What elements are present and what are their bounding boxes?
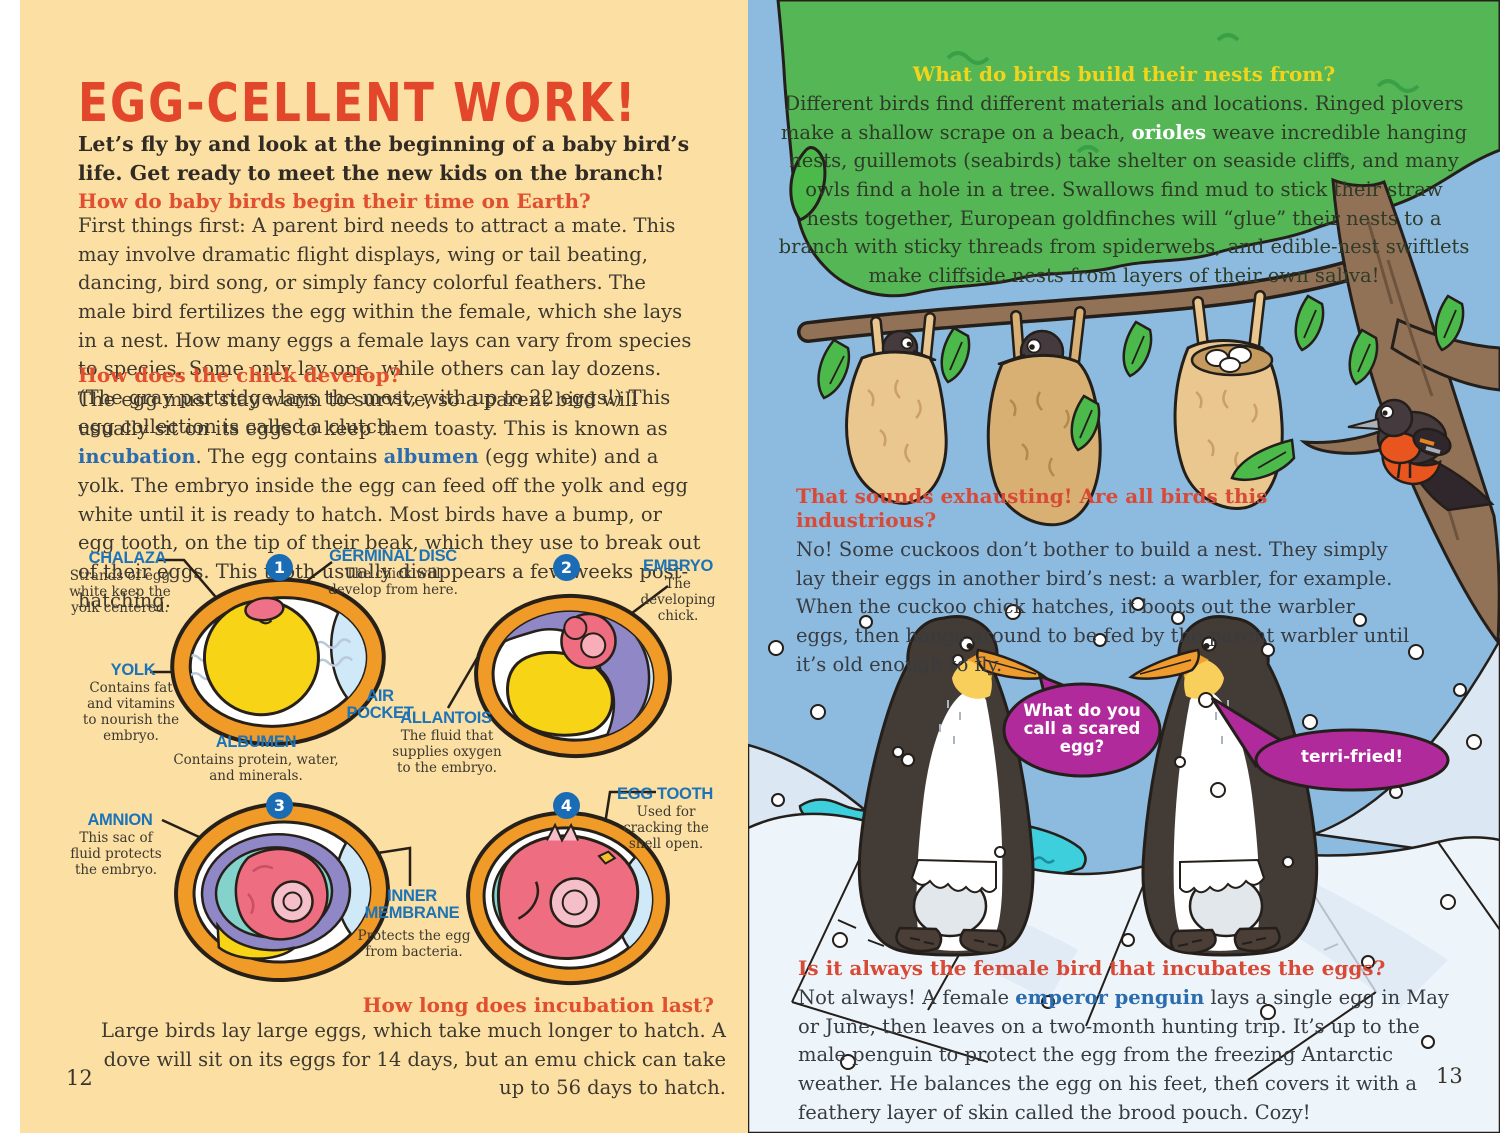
tree-canopy — [776, 0, 1500, 298]
left-page: EGG-CELLENT WORK! Let’s fly by and look … — [20, 0, 748, 1133]
answer-penguin-part2: lays a single egg in May or June, then l… — [798, 986, 1449, 1124]
label-egg-tooth: EGG TOOTH — [616, 785, 713, 803]
question-penguin: Is it always the female bird that incuba… — [798, 956, 1386, 980]
keyword-incubation: incubation — [78, 445, 196, 469]
question-incubation-last: How long does incubation last? — [362, 993, 714, 1017]
snowflakes — [768, 597, 1482, 1070]
answer-penguin-part1: Not always! A female — [798, 986, 1016, 1009]
desc-chalaza: Strands of egg white keep the yolk cente… — [69, 568, 171, 616]
answer-develop-part2: . The egg contains — [195, 445, 384, 469]
label-amnion: AMNION — [87, 811, 153, 829]
speech-bubble-right-text: terri-fried! — [1300, 747, 1404, 767]
chick-wing-feathers — [546, 822, 579, 843]
answer-incubation-last: Large birds lay large eggs, which take m… — [101, 1019, 726, 1100]
egg-stage-2 — [474, 593, 672, 759]
desc-egg-tooth: Used for cracking the shell open. — [623, 804, 709, 852]
question-nests: What do birds build their nests from? — [912, 62, 1336, 86]
answer-penguin: Not always! A female emperor penguin lay… — [798, 984, 1458, 1127]
nest-2 — [986, 306, 1102, 527]
answer-nests-part2: weave incredible hanging nests, guillemo… — [778, 120, 1470, 287]
penguin-qa-block: Is it always the female bird that incuba… — [798, 956, 1458, 1127]
egg-tooth-shape — [597, 850, 617, 865]
desc-embryo: The developing chick. — [640, 576, 716, 624]
belly-ticks — [939, 700, 961, 744]
label-air-pocket: AIR POCKET — [346, 687, 414, 723]
perch-stub — [1299, 427, 1387, 455]
egg-diagram: 1 2 3 4 CHALAZA Strands of egg white kee… — [20, 540, 748, 1005]
speech-bubbles — [1002, 673, 1450, 792]
label-albumen: ALBUMEN — [215, 733, 297, 751]
answer-develop: The egg must stay warm to survive, so a … — [78, 386, 702, 615]
step-number-3: 3 — [266, 792, 293, 819]
label-embryo: EMBRYO — [642, 557, 713, 575]
egg-diagram-art — [150, 558, 672, 986]
desc-germinal-disc: The chick will develop from here. — [328, 566, 458, 598]
cuckoo-qa-block: That sounds exhausting! Are all birds th… — [796, 484, 1412, 679]
egg-stage-1 — [170, 577, 386, 747]
germinal-disc-shape — [244, 596, 285, 622]
speech-bubble-right — [1254, 728, 1450, 792]
leaf — [789, 146, 827, 222]
step-number-2: 2 — [553, 554, 580, 581]
answer-begin: First things first: A parent bird needs … — [78, 214, 692, 438]
penguin-left — [857, 614, 1048, 957]
egg-stage-4 — [466, 810, 670, 986]
step-number-4: 4 — [553, 792, 580, 819]
answer-develop-part1: The egg must stay warm to survive, so a … — [78, 388, 668, 440]
question-cuckoo: That sounds exhausting! Are all birds th… — [796, 484, 1268, 532]
right-page-illustration — [748, 0, 1500, 1133]
question-develop: How does the chick develop? — [78, 363, 402, 387]
desc-yolk: Contains fat and vitamins to nourish the… — [82, 680, 180, 744]
page-number-right: 13 — [1436, 1064, 1463, 1088]
keyword-orioles: orioles — [1131, 120, 1207, 144]
answer-nests-part1: Different birds find different materials… — [780, 92, 1464, 144]
label-germinal-disc: GERMINAL DISC — [329, 547, 457, 565]
desc-amnion: This sac of fluid protects the embryo. — [70, 830, 162, 878]
leaves — [817, 294, 1465, 481]
speech-bubble-left — [1002, 682, 1162, 778]
nest-egg — [1219, 357, 1241, 373]
speech-bubble-left-text: What do you call a scared egg? — [1023, 701, 1141, 757]
label-yolk: YOLK — [110, 661, 156, 679]
label-chalaza: CHALAZA — [88, 549, 167, 567]
answer-cuckoo: No! Some cuckoos don’t bother to build a… — [796, 538, 1410, 676]
nest-pouch — [845, 350, 948, 505]
right-page: What do birds build their nests from? Di… — [748, 0, 1500, 1133]
label-allantois: ALLANTOIS — [400, 709, 492, 727]
keyword-albumen: albumen — [383, 445, 479, 469]
oriole-head — [1374, 398, 1414, 438]
desc-allantois: The fluid that supplies oxygen to the em… — [392, 728, 502, 776]
label-inner-membrane: INNER MEMBRANE — [364, 887, 460, 923]
question-begin: How do baby birds begin their time on Ea… — [78, 189, 591, 213]
intro-paragraph: Let’s fly by and look at the beginning o… — [78, 132, 690, 185]
page-number-left: 12 — [66, 1066, 93, 1090]
nests-qa-block: What do birds build their nests from? Di… — [778, 62, 1470, 291]
perched-oriole — [1347, 398, 1495, 512]
oriole-beak — [1347, 417, 1381, 431]
nest-1 — [845, 312, 948, 505]
page-title: EGG-CELLENT WORK! — [78, 72, 638, 135]
desc-albumen: Contains protein, water, and minerals. — [173, 752, 339, 784]
answer-develop-part3: (egg white) and a yolk. The embryo insid… — [78, 445, 701, 612]
desc-inner-membrane: Protects the egg from bacteria. — [357, 928, 471, 960]
keyword-emperor-penguin: emperor penguin — [1015, 986, 1205, 1009]
answer-nests: Different birds find different materials… — [778, 90, 1470, 291]
step-number-1: 1 — [266, 554, 293, 581]
brood-pouch-feathers — [910, 858, 997, 894]
